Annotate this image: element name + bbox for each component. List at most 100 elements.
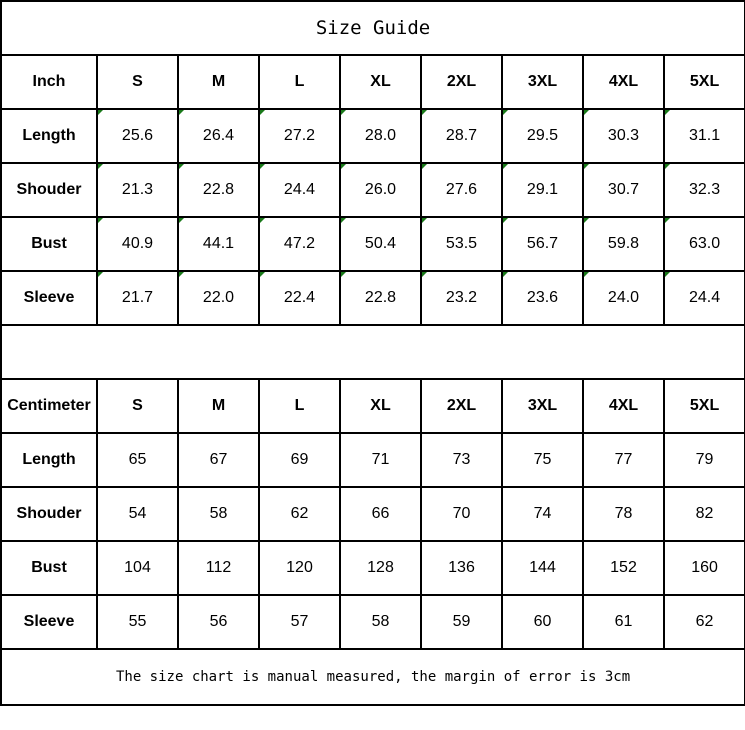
table-row: Sleeve 55 56 57 58 59 60 61 62 <box>0 594 745 650</box>
measurement-label: Bust <box>0 216 98 272</box>
measurement-label: Bust <box>0 540 98 596</box>
cm_table-header-row: Centimeter S M L XL 2XL 3XL 4XL 5XL <box>0 378 745 434</box>
measurement-value: 69 <box>258 432 341 488</box>
measurement-value: 44.1 <box>177 216 260 272</box>
measurement-value: 67 <box>177 432 260 488</box>
measurement-value: 104 <box>96 540 179 596</box>
measurement-value: 56.7 <box>501 216 584 272</box>
measurement-value: 24.4 <box>258 162 341 218</box>
size-header: L <box>258 378 341 434</box>
measurement-value: 75 <box>501 432 584 488</box>
measurement-value: 59.8 <box>582 216 665 272</box>
size-header: 5XL <box>662 378 745 434</box>
measurement-value: 74 <box>501 486 584 542</box>
measurement-label: Shouder <box>0 486 98 542</box>
measurement-value: 29.5 <box>501 108 584 164</box>
size-header: S <box>96 378 179 434</box>
unit-label: Centimeter <box>0 378 98 434</box>
size-guide-title: Size Guide <box>0 0 745 56</box>
table-row: Length 25.6 26.4 27.2 28.0 28.7 29.5 30.3 31.1 <box>0 108 745 164</box>
measurement-value: 57 <box>258 594 341 650</box>
spacer-row <box>0 324 745 380</box>
inch_table-header-row: Inch S M L XL 2XL 3XL 4XL 5XL <box>0 54 745 110</box>
measurement-value: 22.8 <box>177 162 260 218</box>
measurement-value: 26.0 <box>339 162 422 218</box>
size-header: M <box>177 54 260 110</box>
measurement-value: 24.0 <box>582 270 665 326</box>
measurement-value: 26.4 <box>177 108 260 164</box>
measurement-value: 128 <box>339 540 422 596</box>
unit-label: Inch <box>0 54 98 110</box>
measurement-value: 62 <box>662 594 745 650</box>
measurement-value: 82 <box>662 486 745 542</box>
measurement-value: 59 <box>420 594 503 650</box>
measurement-value: 136 <box>420 540 503 596</box>
measurement-value: 63.0 <box>662 216 745 272</box>
measurement-value: 66 <box>339 486 422 542</box>
size-guide-table: Size Guide Inch S M L XL 2XL 3XL 4XL 5XL Length 25… <box>0 0 745 706</box>
size-header: L <box>258 54 341 110</box>
measurement-value: 27.6 <box>420 162 503 218</box>
measurement-label: Length <box>0 432 98 488</box>
measurement-value: 31.1 <box>662 108 745 164</box>
measurement-value: 77 <box>582 432 665 488</box>
measurement-value: 79 <box>662 432 745 488</box>
measurement-value: 58 <box>339 594 422 650</box>
measurement-value: 144 <box>501 540 584 596</box>
footer-row: The size chart is manual measured, the m… <box>0 648 745 706</box>
measurement-value: 56 <box>177 594 260 650</box>
table-row: Length 65 67 69 71 73 75 77 79 <box>0 432 745 488</box>
measurement-value: 27.2 <box>258 108 341 164</box>
measurement-value: 55 <box>96 594 179 650</box>
measurement-value: 152 <box>582 540 665 596</box>
footer-note: The size chart is manual measured, the m… <box>0 648 745 706</box>
measurement-value: 112 <box>177 540 260 596</box>
size-header: M <box>177 378 260 434</box>
measurement-value: 70 <box>420 486 503 542</box>
size-header: S <box>96 54 179 110</box>
table-row: Sleeve 21.7 22.0 22.4 22.8 23.2 23.6 24.0 24.4 <box>0 270 745 326</box>
measurement-label: Shouder <box>0 162 98 218</box>
measurement-value: 54 <box>96 486 179 542</box>
size-header: 3XL <box>501 378 584 434</box>
measurement-value: 65 <box>96 432 179 488</box>
measurement-value: 60 <box>501 594 584 650</box>
measurement-value: 53.5 <box>420 216 503 272</box>
measurement-value: 24.4 <box>662 270 745 326</box>
measurement-value: 30.3 <box>582 108 665 164</box>
measurement-value: 21.3 <box>96 162 179 218</box>
measurement-value: 78 <box>582 486 665 542</box>
size-header: 3XL <box>501 54 584 110</box>
size-header: 5XL <box>662 54 745 110</box>
table-row: Bust 40.9 44.1 47.2 50.4 53.5 56.7 59.8 63.0 <box>0 216 745 272</box>
measurement-value: 32.3 <box>662 162 745 218</box>
size-header: 4XL <box>582 378 665 434</box>
measurement-label: Sleeve <box>0 270 98 326</box>
measurement-value: 21.7 <box>96 270 179 326</box>
measurement-value: 22.4 <box>258 270 341 326</box>
table-row: Shouder 21.3 22.8 24.4 26.0 27.6 29.1 30.7 32.3 <box>0 162 745 218</box>
size-header: XL <box>339 378 422 434</box>
measurement-value: 23.2 <box>420 270 503 326</box>
measurement-value: 120 <box>258 540 341 596</box>
spacer <box>0 324 745 380</box>
measurement-label: Sleeve <box>0 594 98 650</box>
measurement-value: 58 <box>177 486 260 542</box>
measurement-value: 47.2 <box>258 216 341 272</box>
measurement-value: 22.0 <box>177 270 260 326</box>
measurement-value: 28.0 <box>339 108 422 164</box>
measurement-value: 71 <box>339 432 422 488</box>
size-header: XL <box>339 54 422 110</box>
measurement-value: 25.6 <box>96 108 179 164</box>
measurement-value: 22.8 <box>339 270 422 326</box>
measurement-value: 50.4 <box>339 216 422 272</box>
measurement-value: 29.1 <box>501 162 584 218</box>
measurement-value: 61 <box>582 594 665 650</box>
size-header: 2XL <box>420 378 503 434</box>
measurement-value: 30.7 <box>582 162 665 218</box>
measurement-label: Length <box>0 108 98 164</box>
measurement-value: 40.9 <box>96 216 179 272</box>
measurement-value: 28.7 <box>420 108 503 164</box>
measurement-value: 160 <box>662 540 745 596</box>
size-header: 2XL <box>420 54 503 110</box>
